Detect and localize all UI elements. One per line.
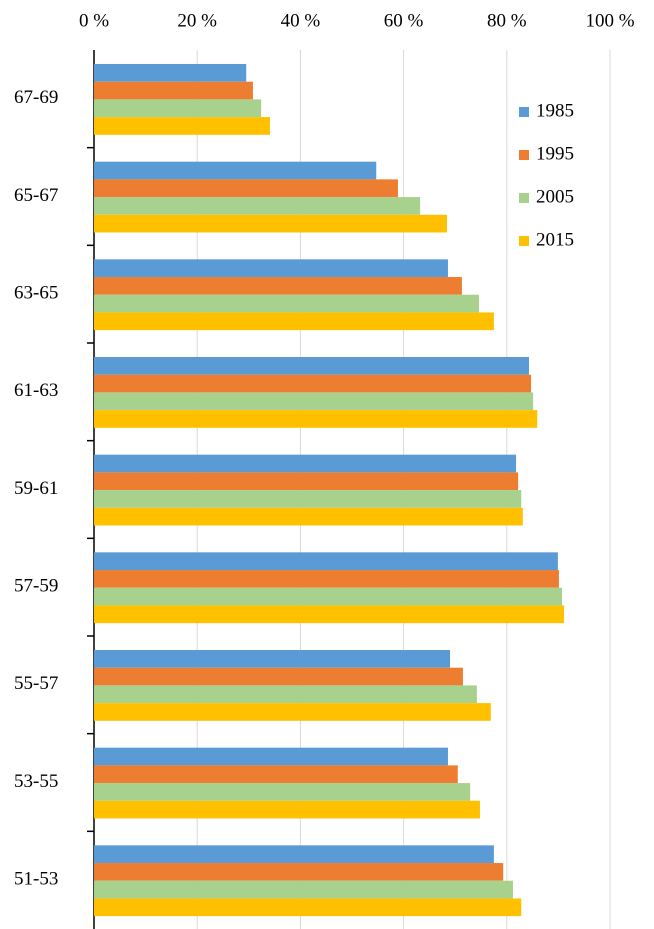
bar (94, 765, 458, 784)
x-tick-label: 100 % (585, 10, 634, 31)
legend-swatch (519, 107, 529, 117)
legend-swatch (519, 150, 529, 160)
bar (94, 392, 534, 411)
bar (94, 214, 447, 233)
bar (94, 587, 563, 606)
x-tick-label: 80 % (487, 10, 527, 31)
bar (94, 898, 522, 917)
bar (94, 552, 558, 571)
bar (94, 294, 479, 313)
legend-label: 2005 (536, 186, 574, 207)
x-tick-label: 40 % (281, 10, 321, 31)
bar (94, 64, 247, 82)
y-tick-label: 53-55 (14, 771, 58, 792)
bar (94, 117, 270, 135)
bar (94, 99, 262, 118)
bar (94, 845, 494, 864)
bar (94, 357, 529, 375)
y-tick-label: 65-67 (14, 185, 58, 206)
legend-swatch (519, 236, 529, 246)
bar (94, 374, 532, 393)
bar (94, 863, 504, 881)
bar (94, 880, 513, 899)
y-tick-label: 63-65 (14, 283, 58, 304)
bar (94, 570, 559, 588)
bar (94, 81, 253, 100)
bar (94, 197, 421, 215)
y-tick-label: 55-57 (14, 673, 58, 694)
legend-label: 1985 (536, 100, 574, 121)
y-tick-label: 59-61 (14, 478, 58, 499)
x-tick-label: 20 % (177, 10, 217, 31)
bar (94, 472, 519, 491)
bar (94, 703, 491, 721)
bar (94, 259, 448, 278)
bar (94, 605, 565, 624)
y-tick-label: 67-69 (14, 87, 58, 108)
legend-label: 1995 (536, 143, 574, 164)
bar (94, 685, 477, 704)
bar (94, 312, 494, 331)
y-tick-label: 61-63 (14, 380, 58, 401)
bar (94, 800, 480, 819)
legend-swatch (519, 193, 529, 203)
bar (94, 667, 463, 686)
bar (94, 650, 451, 668)
y-tick-label: 51-53 (14, 869, 58, 890)
legend-label: 2015 (536, 229, 574, 250)
x-tick-label: 0 % (79, 10, 109, 31)
bar (94, 179, 398, 198)
bar (94, 277, 462, 295)
bar (94, 507, 523, 526)
y-tick-label: 57-59 (14, 576, 58, 597)
bar (94, 783, 471, 801)
bar (94, 490, 522, 508)
bar (94, 410, 538, 428)
bar (94, 161, 377, 180)
bar (94, 747, 448, 766)
x-tick-label: 60 % (384, 10, 424, 31)
bar (94, 454, 517, 473)
